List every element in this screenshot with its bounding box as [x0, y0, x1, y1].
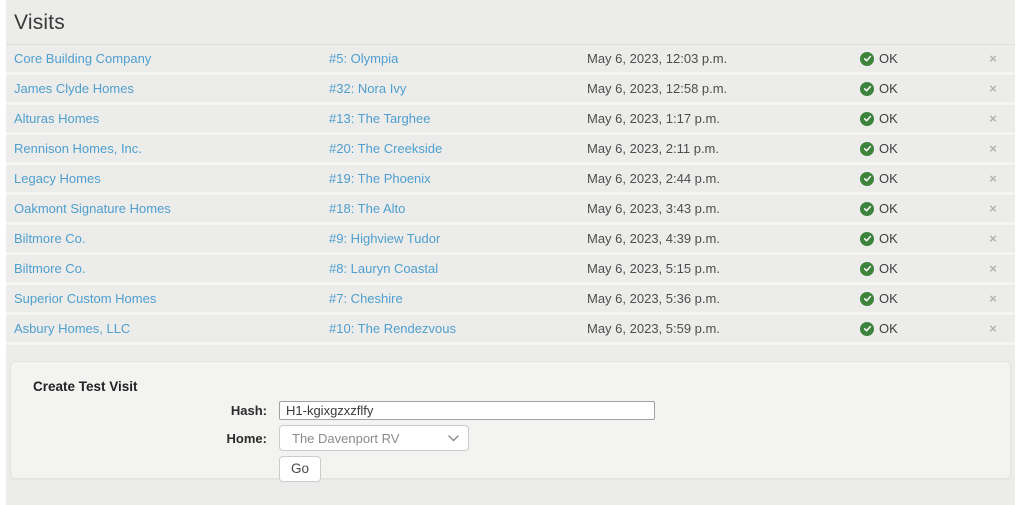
status-label: OK [879, 261, 898, 276]
visit-timestamp: May 6, 2023, 5:15 p.m. [587, 261, 720, 276]
home-link[interactable]: #32: Nora Ivy [329, 81, 407, 96]
status-label: OK [879, 81, 898, 96]
table-row: Core Building Company #5: Olympia May 6,… [6, 45, 1015, 75]
company-link[interactable]: Biltmore Co. [14, 231, 86, 246]
home-label: Home: [226, 430, 267, 446]
status-badge: OK [860, 51, 971, 66]
status-badge: OK [860, 81, 971, 96]
go-form-row: Go [11, 456, 1010, 482]
visit-timestamp: May 6, 2023, 5:59 p.m. [587, 321, 720, 336]
title-divider [6, 44, 1015, 45]
chevron-down-icon [448, 434, 459, 442]
status-label: OK [879, 111, 898, 126]
visit-timestamp: May 6, 2023, 4:39 p.m. [587, 231, 720, 246]
visit-timestamp: May 6, 2023, 3:43 p.m. [587, 201, 720, 216]
check-circle-icon [860, 141, 874, 156]
close-icon[interactable]: × [989, 231, 997, 246]
check-circle-icon [860, 261, 874, 276]
home-link[interactable]: #19: The Phoenix [329, 171, 431, 186]
company-link[interactable]: Legacy Homes [14, 171, 101, 186]
status-badge: OK [860, 111, 971, 126]
home-link[interactable]: #5: Olympia [329, 51, 399, 66]
close-icon[interactable]: × [989, 51, 997, 66]
check-circle-icon [860, 171, 874, 186]
close-icon[interactable]: × [989, 111, 997, 126]
table-row: Alturas Homes #13: The Targhee May 6, 20… [6, 105, 1015, 135]
home-link[interactable]: #7: Cheshire [329, 291, 403, 306]
company-link[interactable]: Rennison Homes, Inc. [14, 141, 142, 156]
home-link[interactable]: #9: Highview Tudor [329, 231, 441, 246]
check-circle-icon [860, 321, 874, 336]
page-title: Visits [14, 11, 65, 34]
home-link[interactable]: #8: Lauryn Coastal [329, 261, 439, 276]
hash-label: Hash: [230, 403, 267, 418]
close-icon[interactable]: × [989, 291, 997, 306]
home-link[interactable]: #18: The Alto [329, 201, 406, 216]
check-circle-icon [860, 291, 874, 306]
status-badge: OK [860, 201, 971, 216]
visit-timestamp: May 6, 2023, 5:36 p.m. [587, 291, 720, 306]
check-circle-icon [860, 81, 874, 96]
status-label: OK [879, 201, 898, 216]
home-link[interactable]: #13: The Targhee [329, 111, 431, 126]
status-badge: OK [860, 321, 971, 336]
table-row: Rennison Homes, Inc. #20: The Creekside … [6, 135, 1015, 165]
table-row: Oakmont Signature Homes #18: The Alto Ma… [6, 195, 1015, 225]
status-badge: OK [860, 141, 971, 156]
close-icon[interactable]: × [989, 201, 997, 216]
company-link[interactable]: Asbury Homes, LLC [14, 321, 131, 336]
table-row: Legacy Homes #19: The Phoenix May 6, 202… [6, 165, 1015, 195]
close-icon[interactable]: × [989, 141, 997, 156]
close-icon[interactable]: × [989, 321, 997, 336]
home-link[interactable]: #20: The Creekside [329, 141, 443, 156]
visits-table: Core Building Company #5: Olympia May 6,… [6, 45, 1015, 345]
close-icon[interactable]: × [989, 171, 997, 186]
home-form-row: Home: The Davenport RV [11, 425, 1010, 451]
status-label: OK [879, 51, 898, 66]
close-icon[interactable]: × [989, 81, 997, 96]
status-label: OK [879, 141, 898, 156]
status-label: OK [879, 321, 898, 336]
check-circle-icon [860, 51, 874, 66]
table-row: Asbury Homes, LLC #10: The Rendezvous Ma… [6, 315, 1015, 345]
check-circle-icon [860, 111, 874, 126]
visit-timestamp: May 6, 2023, 2:11 p.m. [587, 141, 719, 156]
close-icon[interactable]: × [989, 261, 997, 276]
check-circle-icon [860, 201, 874, 216]
create-test-visit-panel: Create Test Visit Hash: Home: The Davenp… [10, 361, 1011, 482]
status-label: OK [879, 231, 898, 246]
status-label: OK [879, 171, 898, 186]
status-label: OK [879, 291, 898, 306]
visit-timestamp: May 6, 2023, 12:03 p.m. [587, 51, 728, 66]
visit-timestamp: May 6, 2023, 1:17 p.m. [587, 111, 720, 126]
company-link[interactable]: Biltmore Co. [14, 261, 86, 276]
table-row: Superior Custom Homes #7: Cheshire May 6… [6, 285, 1015, 315]
visits-page: Visits Core Building Company #5: Olympia… [6, 0, 1015, 505]
status-badge: OK [860, 261, 971, 276]
hash-input[interactable] [279, 401, 655, 420]
visit-timestamp: May 6, 2023, 12:58 p.m. [587, 81, 728, 96]
table-row: Biltmore Co. #9: Highview Tudor May 6, 2… [6, 225, 1015, 255]
status-badge: OK [860, 231, 971, 246]
table-row: Biltmore Co. #8: Lauryn Coastal May 6, 2… [6, 255, 1015, 285]
home-select[interactable]: The Davenport RV [279, 425, 469, 451]
company-link[interactable]: Alturas Homes [14, 111, 100, 126]
hash-form-row: Hash: [11, 401, 1010, 420]
status-badge: OK [860, 291, 971, 306]
status-badge: OK [860, 171, 971, 186]
check-circle-icon [860, 231, 874, 246]
table-row: James Clyde Homes #32: Nora Ivy May 6, 2… [6, 75, 1015, 105]
create-test-visit-title: Create Test Visit [33, 379, 138, 394]
company-link[interactable]: James Clyde Homes [14, 81, 134, 96]
section-gap [6, 345, 1015, 361]
company-link[interactable]: Core Building Company [14, 51, 152, 66]
home-link[interactable]: #10: The Rendezvous [329, 321, 456, 336]
home-select-value: The Davenport RV [292, 430, 400, 446]
visit-timestamp: May 6, 2023, 2:44 p.m. [587, 171, 720, 186]
company-link[interactable]: Oakmont Signature Homes [14, 201, 171, 216]
company-link[interactable]: Superior Custom Homes [14, 291, 157, 306]
go-button[interactable]: Go [279, 456, 322, 482]
